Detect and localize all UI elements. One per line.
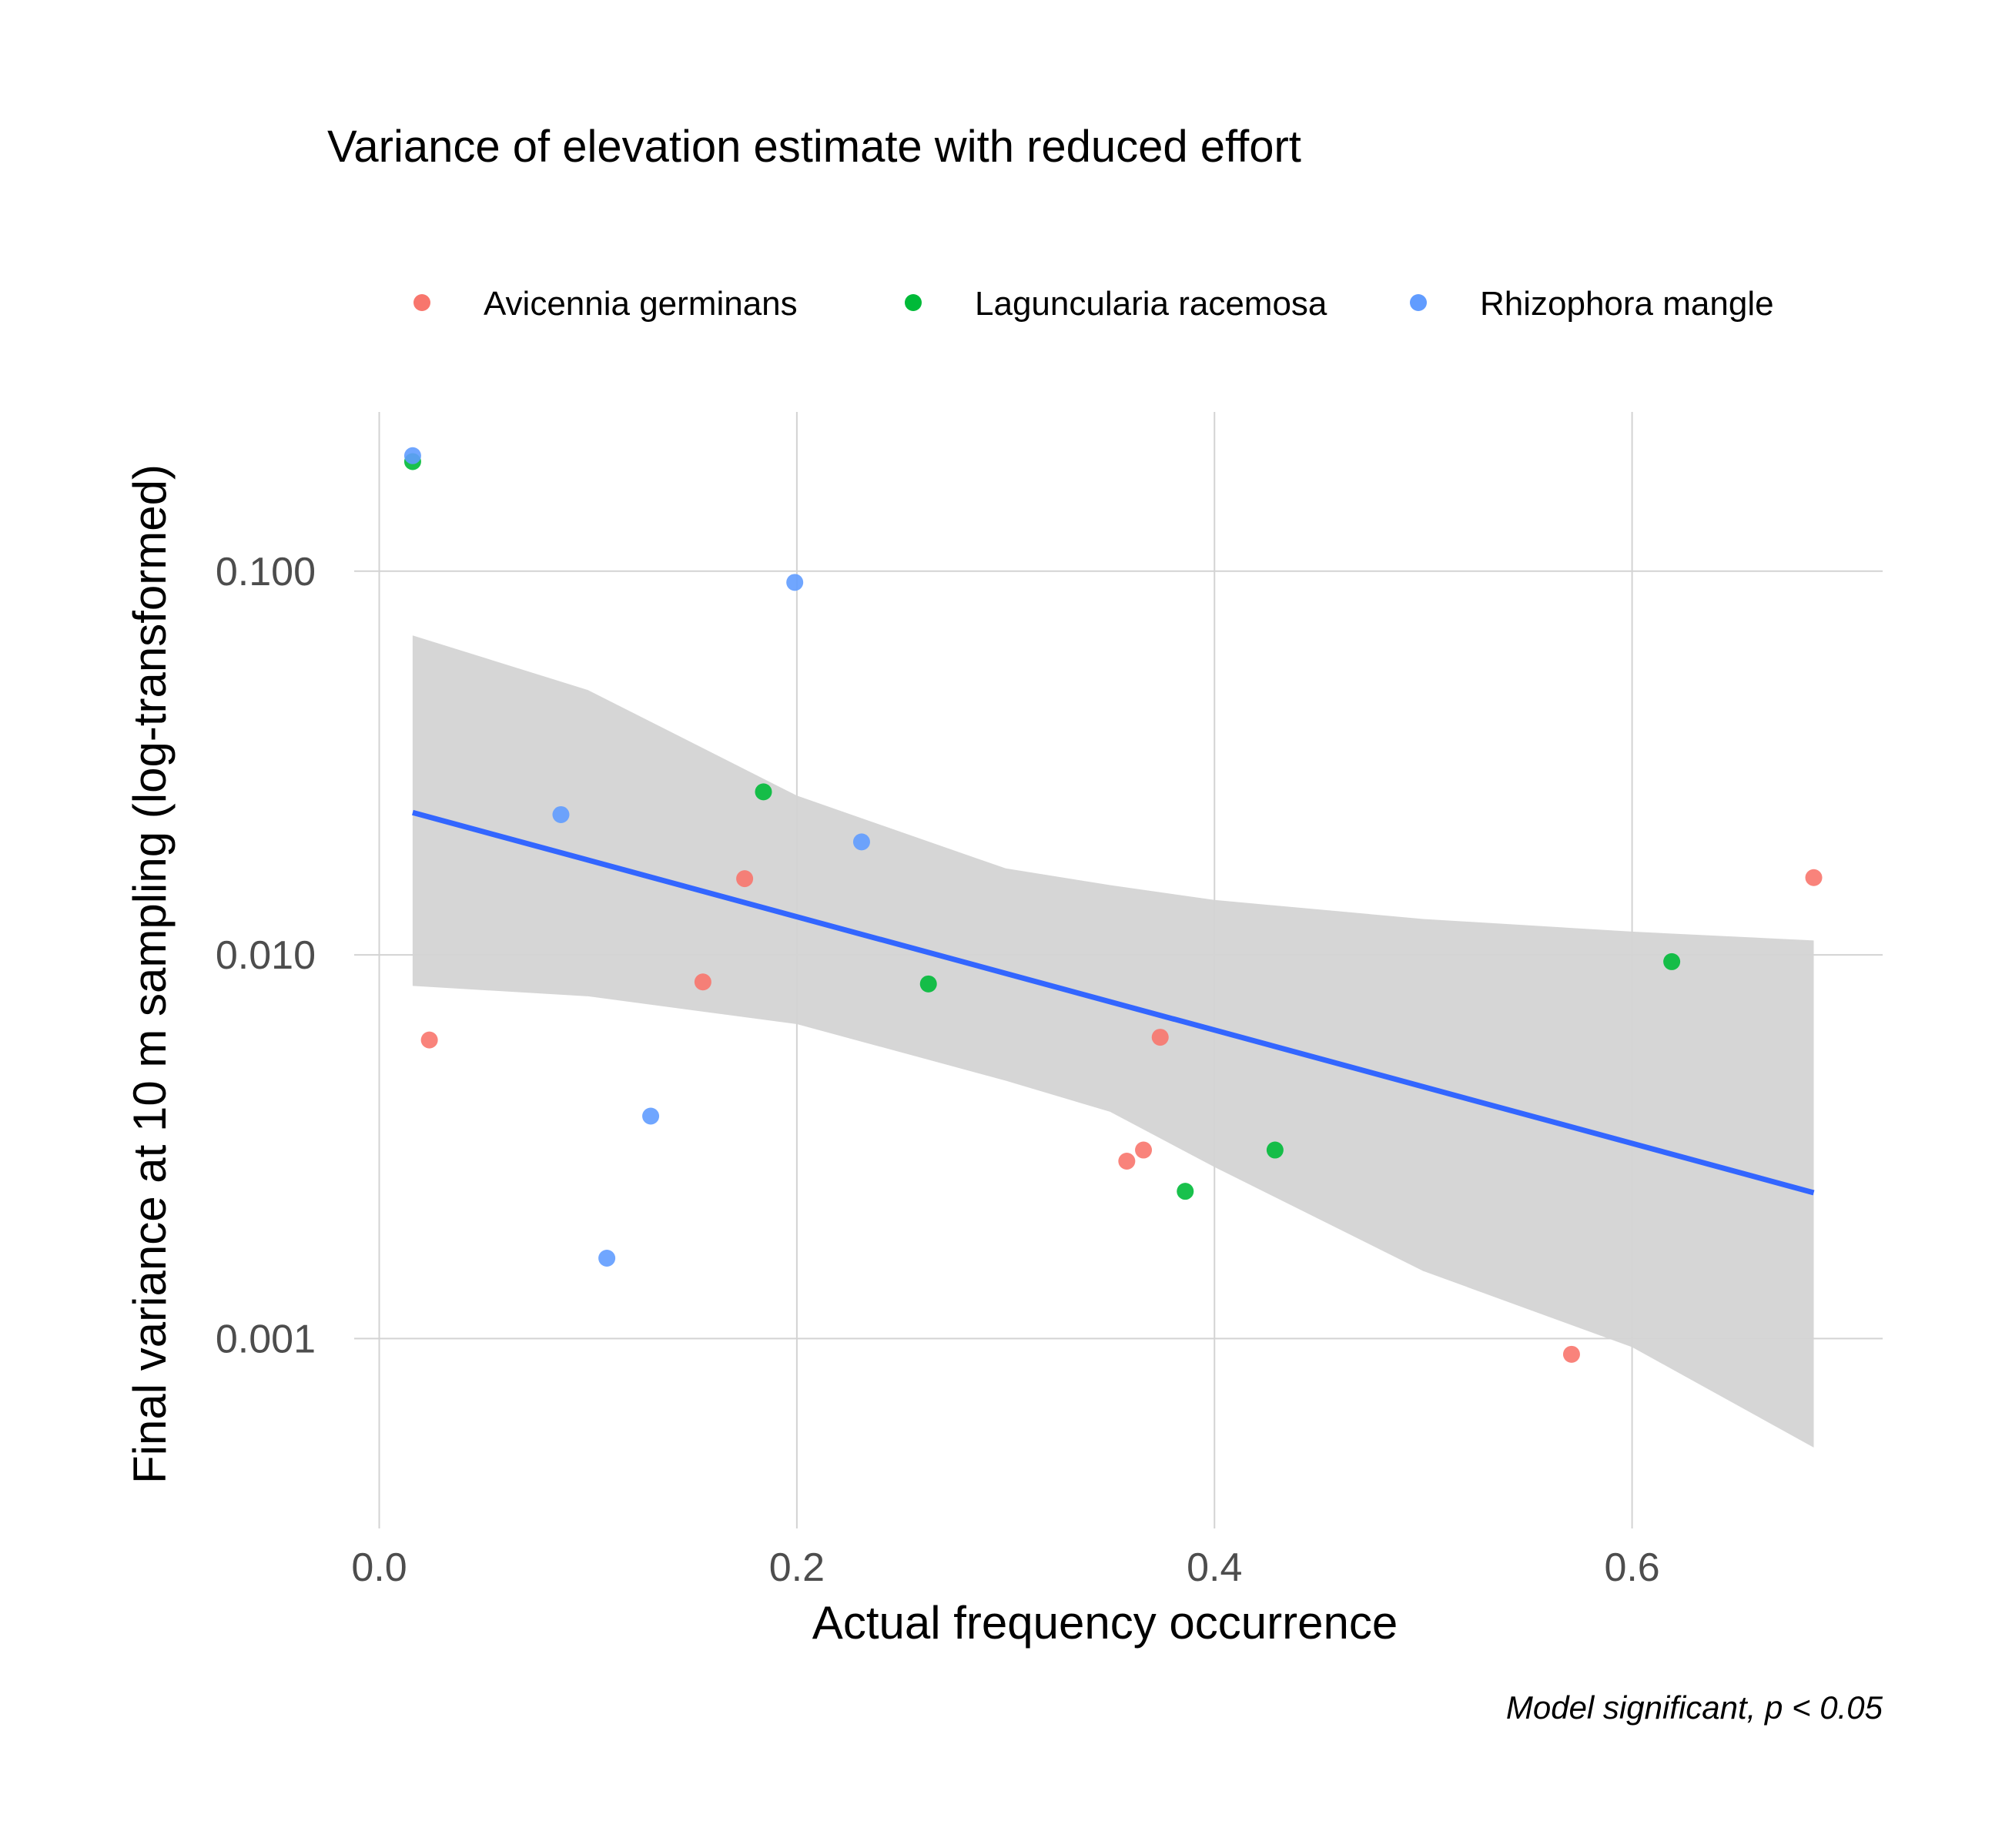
chart-title: Variance of elevation estimate with redu…: [327, 122, 1301, 172]
data-point: [420, 1031, 438, 1049]
legend-marker: [1410, 294, 1427, 311]
y-tick-label: 0.001: [216, 1317, 316, 1361]
confidence-band: [412, 635, 1814, 1448]
legend-marker: [413, 294, 430, 311]
legend-label: Avicennia germinans: [484, 285, 798, 323]
y-axis-title: Final variance at 10 m sampling (log-tra…: [124, 464, 176, 1484]
y-tick-label: 0.010: [216, 933, 316, 978]
legend-marker: [905, 294, 922, 311]
data-point: [1562, 1345, 1580, 1363]
legend-item: Laguncularia racemosa: [905, 285, 1327, 323]
y-axis-ticks: 0.001 0.010 0.100: [216, 550, 316, 1362]
x-tick-label: 0.2: [769, 1545, 825, 1590]
data-point: [1663, 952, 1681, 970]
data-point: [694, 973, 711, 991]
data-point: [919, 975, 937, 993]
data-point: [852, 833, 870, 851]
data-point: [642, 1107, 660, 1125]
data-point: [1266, 1141, 1284, 1159]
legend-label: Rhizophora mangle: [1480, 285, 1774, 323]
data-point: [786, 574, 804, 591]
y-tick-label: 0.100: [216, 550, 316, 594]
legend-label: Laguncularia racemosa: [975, 285, 1327, 323]
data-point: [1177, 1183, 1194, 1200]
data-point: [1118, 1152, 1136, 1170]
data-point: [1151, 1029, 1169, 1046]
x-tick-label: 0.0: [351, 1545, 407, 1590]
legend-item: Avicennia germinans: [413, 285, 798, 323]
data-point: [1805, 869, 1823, 886]
x-axis-title: Actual frequency occurrence: [812, 1597, 1398, 1649]
data-point: [552, 805, 570, 823]
caption: Model significant, p < 0.05: [1506, 1689, 1883, 1726]
data-point: [736, 870, 754, 888]
data-point: [598, 1250, 616, 1267]
x-tick-label: 0.6: [1604, 1545, 1659, 1590]
data-points: [403, 447, 1823, 1363]
data-point: [403, 447, 421, 464]
regression-line: [412, 809, 1815, 1196]
legend: Avicennia germinans Laguncularia racemosa…: [413, 285, 1774, 323]
x-tick-label: 0.4: [1187, 1545, 1242, 1590]
data-point: [1135, 1141, 1153, 1159]
legend-item: Rhizophora mangle: [1410, 285, 1774, 323]
x-axis-ticks: 0.0 0.2 0.4 0.6: [351, 1545, 1659, 1590]
data-point: [755, 783, 772, 801]
